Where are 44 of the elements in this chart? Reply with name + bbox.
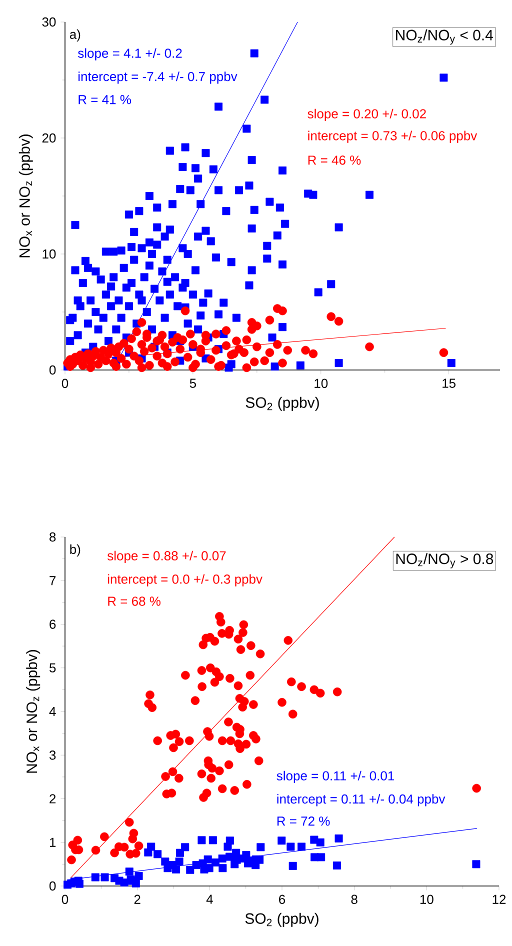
x-tick-label: 10 — [420, 894, 434, 904]
annotation: slope = 4.1 +/- 0.2 — [78, 48, 182, 60]
x-tick-label: 5 — [190, 378, 196, 388]
annotation: R = 41 % — [78, 95, 132, 104]
x-tick-label: 0 — [62, 378, 68, 388]
y-tick-label: 8 — [50, 532, 56, 542]
annotation: R = 72 % — [277, 816, 330, 826]
y-tick-label: 30 — [42, 17, 56, 27]
annotation: intercept = 0.11 +/- 0.04 ppbv — [277, 794, 446, 806]
y-tick-label: 2 — [50, 794, 56, 804]
annotation: slope = 0.20 +/- 0.02 — [308, 108, 426, 121]
annotation: b) — [70, 544, 80, 557]
annotation: slope = 0.88 +/- 0.07 — [107, 550, 226, 563]
y-tick-label: 0 — [49, 365, 56, 375]
annotation: slope = 0.11 +/- 0.01 — [276, 770, 394, 783]
annotation: R = 46 % — [308, 156, 361, 165]
annotation: NO$_{z}$/NO$_{y}$ < 0.4 — [396, 29, 494, 45]
annotation: R = 68 % — [108, 596, 160, 606]
annotation: intercept = 0.0 +/- 0.3 ppbv — [108, 574, 262, 586]
y-tick-label: 10 — [42, 249, 56, 259]
x-tick-label: 8 — [351, 894, 358, 904]
x-tick-label: 2 — [134, 894, 140, 904]
x-axis-title: SO$_{2}$ (ppbv) — [246, 396, 319, 411]
y-tick-label: 7 — [50, 576, 56, 586]
x-tick-label: 15 — [442, 378, 456, 388]
x-tick-label: 4 — [206, 894, 213, 904]
x-tick-label: 6 — [279, 894, 286, 904]
annotation: intercept = 0.73 +/- 0.06 ppbv — [308, 130, 478, 143]
y-tick-label: 6 — [50, 620, 56, 629]
y-tick-label: 4 — [49, 707, 56, 716]
y-axis-title: NO$_{x}$ or NO$_{z}$ (ppbv) — [26, 650, 40, 773]
y-tick-label: 1 — [50, 838, 56, 847]
x-axis-title: SO$_{2}$ (ppbv) — [245, 912, 318, 927]
annotation: NO$_{z}$/NO$_{y}$ > 0.8 — [396, 553, 494, 568]
y-tick-label: 20 — [42, 133, 56, 143]
y-tick-label: 0 — [49, 881, 56, 891]
y-tick-label: 5 — [49, 663, 56, 672]
y-tick-label: 3 — [49, 750, 56, 760]
x-tick-label: 10 — [314, 378, 328, 388]
annotation: a) — [70, 29, 80, 42]
annotation: intercept = -7.4 +/- 0.7 ppbv — [78, 72, 238, 84]
y-axis-title: NO$_{x}$ or NO$_{z}$ (ppbv) — [18, 134, 33, 258]
x-tick-label: 12 — [492, 894, 506, 904]
x-tick-label: 0 — [62, 894, 68, 904]
